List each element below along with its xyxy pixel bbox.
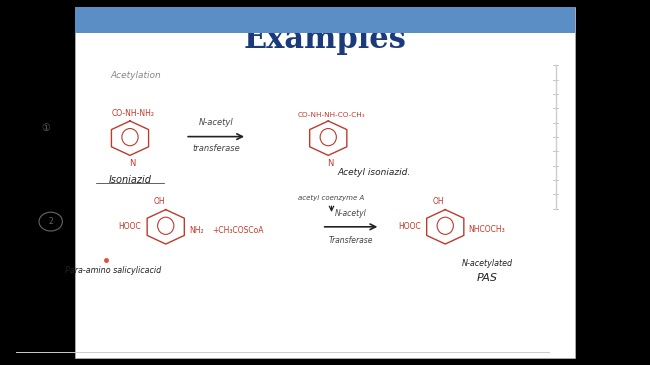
Text: 2: 2 [48,217,53,226]
Text: Examples: Examples [244,24,406,55]
Text: OH: OH [153,197,165,207]
Text: Transferase: Transferase [329,236,373,245]
Text: acetyl coenzyme A: acetyl coenzyme A [298,195,365,201]
Text: +CH₃COSCoA: +CH₃COSCoA [212,227,263,235]
Text: CO-NH-NH₂: CO-NH-NH₂ [112,109,155,118]
Text: N: N [327,158,333,168]
Text: N-acetylated: N-acetylated [462,259,513,268]
Text: Acetyl isoniazid.: Acetyl isoniazid. [337,168,410,177]
Text: HOOC: HOOC [398,222,421,231]
Text: OH: OH [433,197,445,207]
Text: transferase: transferase [192,144,240,153]
Text: ①: ① [41,123,50,133]
Text: NHCOCH₃: NHCOCH₃ [469,225,506,234]
Text: N-acetyl: N-acetyl [335,209,367,218]
Text: N: N [129,158,135,168]
Text: Acetylation: Acetylation [111,71,161,80]
Text: Isoniazid: Isoniazid [109,175,151,185]
Text: N-acetyl: N-acetyl [199,118,234,127]
Text: Para-amino salicylicacid: Para-amino salicylicacid [65,266,161,275]
Text: NH₂: NH₂ [189,227,203,235]
Text: CO-NH-NH-CO-CH₃: CO-NH-NH-CO-CH₃ [298,112,365,118]
Text: HOOC: HOOC [118,222,141,231]
Text: PAS: PAS [477,273,498,283]
